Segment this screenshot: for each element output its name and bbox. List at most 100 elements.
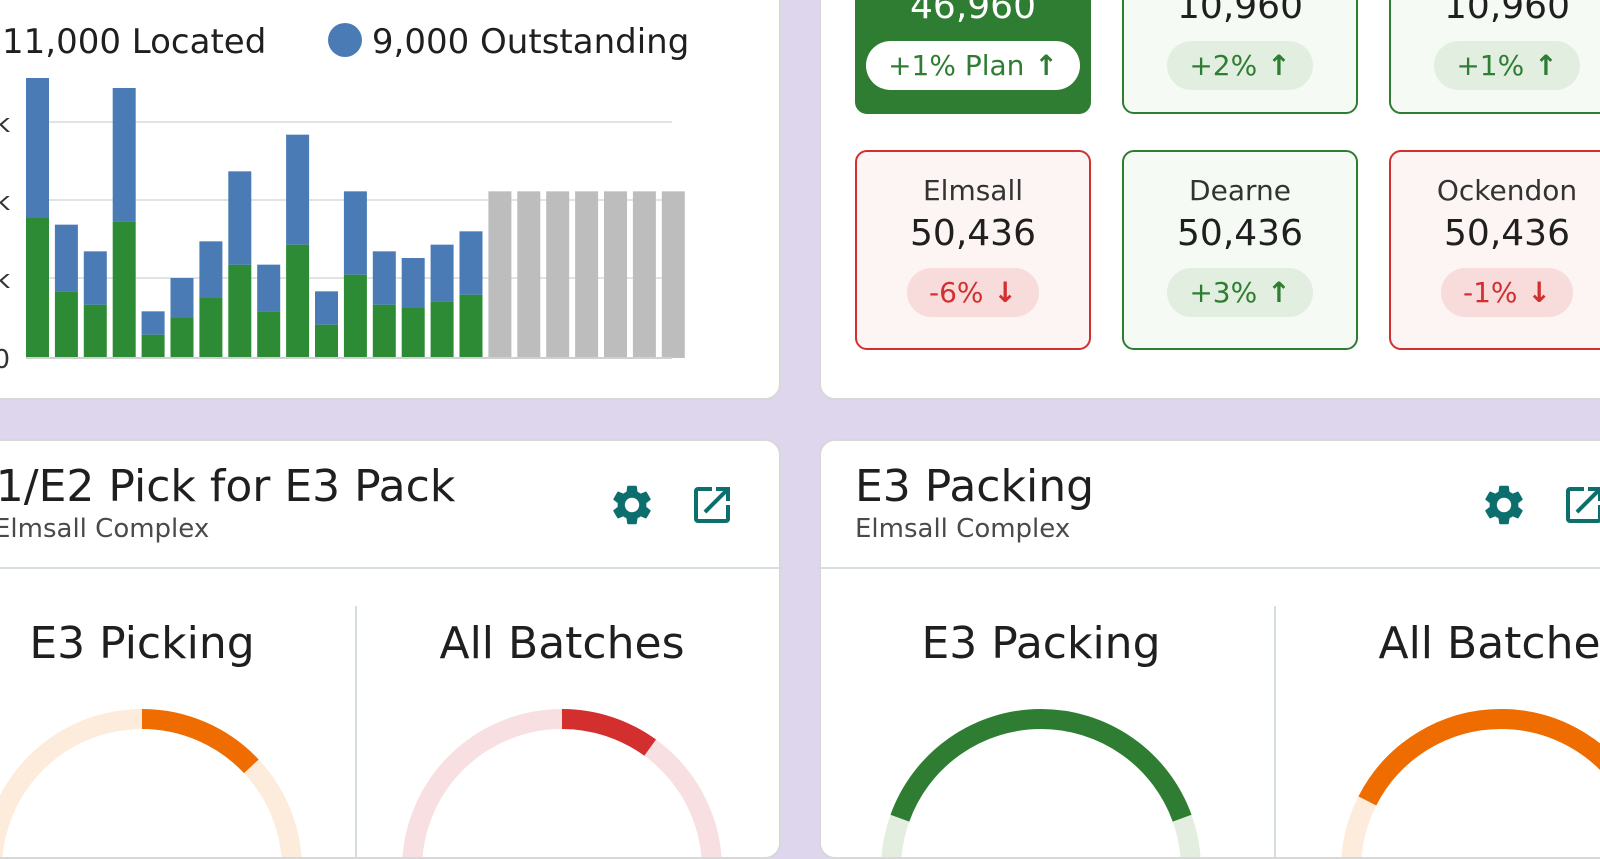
open-in-new-icon[interactable]: [1560, 481, 1600, 529]
kpi-tile-elmsall[interactable]: Elmsall 50,436 -6% ↓: [855, 150, 1091, 350]
kpi-badge: +1% ↑: [1434, 41, 1580, 90]
bar-outstanding[interactable]: [257, 264, 281, 312]
arrow-up-icon: ↑: [1267, 49, 1291, 82]
kpi-badge-text: +1% Plan: [888, 49, 1025, 82]
bar-located[interactable]: [54, 291, 78, 358]
bar-located[interactable]: [26, 218, 49, 358]
kpi-badge: +2% ↑: [1167, 41, 1313, 90]
gauge-title: All Batches: [439, 618, 685, 669]
bar-outstanding[interactable]: [315, 291, 338, 325]
bar-future[interactable]: [661, 191, 685, 358]
bar-located[interactable]: [286, 244, 310, 358]
site-kpi-card: 46,960 +1% Plan ↑ 10,960 +2% ↑ 10,960 +1% ↑…: [819, 0, 1600, 400]
kpi-badge-text: +3%: [1189, 276, 1258, 309]
kpi-value: 50,436: [910, 213, 1036, 254]
bar-outstanding[interactable]: [170, 278, 194, 318]
bar-outstanding[interactable]: [286, 134, 310, 245]
bar-future[interactable]: [546, 191, 570, 358]
kpi-tile-dearne[interactable]: Dearne 50,436 +3% ↑: [1122, 150, 1358, 350]
bar-outstanding[interactable]: [54, 224, 78, 292]
bar-future[interactable]: [604, 191, 627, 358]
bar-outstanding[interactable]: [141, 311, 165, 335]
bar-located[interactable]: [112, 221, 136, 358]
panel-title: E3 Packing: [855, 461, 1095, 512]
bar-outstanding[interactable]: [228, 171, 252, 265]
bar-future[interactable]: [517, 191, 541, 358]
bar-outstanding[interactable]: [83, 251, 107, 305]
gear-icon[interactable]: [608, 481, 656, 529]
arrow-down-icon: ↓: [993, 276, 1017, 309]
panel-subtitle: Elmsall Complex: [0, 514, 210, 544]
stacked-bar-chart: 0 k k k: [0, 78, 685, 375]
kpi-tile-3[interactable]: 10,960 +1% ↑: [1389, 0, 1600, 114]
legend-outstanding[interactable]: 9,000 Outstanding: [371, 22, 690, 62]
bar-located[interactable]: [430, 301, 454, 358]
kpi-badge: +3% ↑: [1167, 268, 1313, 317]
gauge-fill: [561, 709, 657, 756]
bar-outstanding[interactable]: [459, 231, 483, 295]
open-in-new-icon[interactable]: [688, 481, 736, 529]
kpi-tile-2[interactable]: 10,960 +2% ↑: [1122, 0, 1358, 114]
bar-outstanding[interactable]: [199, 241, 223, 298]
bar-outstanding[interactable]: [430, 244, 454, 302]
pack-panel: E3 Packing Elmsall Complex E3 Packing Al…: [819, 439, 1600, 859]
bar-future[interactable]: [575, 191, 599, 358]
bar-future[interactable]: [488, 191, 512, 358]
column-divider: [1274, 606, 1276, 857]
y-tick-label: k: [0, 265, 10, 295]
kpi-value: 50,436: [1444, 213, 1570, 254]
kpi-badge-text: +2%: [1189, 49, 1258, 82]
y-tick-label: 0: [0, 345, 10, 375]
kpi-value: 50,436: [1177, 213, 1303, 254]
kpi-site-name: Elmsall: [922, 174, 1024, 207]
kpi-badge-text: -6%: [929, 276, 984, 309]
header-divider: [0, 567, 779, 569]
arrow-down-icon: ↓: [1527, 276, 1551, 309]
kpi-badge-text: +1%: [1456, 49, 1525, 82]
arrow-up-icon: ↑: [1034, 49, 1058, 82]
gauge-title: E3 Picking: [29, 618, 255, 669]
bar-located[interactable]: [199, 298, 223, 358]
column-divider: [355, 606, 357, 857]
bar-located[interactable]: [372, 304, 396, 358]
kpi-tile-ockendon[interactable]: Ockendon 50,436 -1% ↓: [1389, 150, 1600, 350]
y-tick-label: k: [0, 109, 10, 139]
pick-panel: E1/E2 Pick for E3 Pack Elmsall Complex E…: [0, 439, 781, 859]
bar-located[interactable]: [343, 274, 367, 358]
gauge-all-batches: [402, 709, 722, 857]
legend-dot-outstanding: [327, 23, 362, 57]
kpi-badge: +1% Plan ↑: [866, 41, 1080, 90]
gauge-fill: [1358, 709, 1600, 806]
gauge-e3-packing: [881, 709, 1201, 857]
bar-located[interactable]: [315, 324, 338, 358]
legend-located[interactable]: 11,000 Located: [2, 22, 267, 62]
panel-title: E1/E2 Pick for E3 Pack: [0, 461, 456, 512]
kpi-badge: -1% ↓: [1441, 268, 1573, 317]
bar-located[interactable]: [257, 311, 281, 358]
bar-located[interactable]: [459, 294, 483, 358]
bar-outstanding[interactable]: [343, 191, 367, 275]
bar-future[interactable]: [632, 191, 656, 358]
bar-located[interactable]: [228, 264, 252, 358]
bar-outstanding[interactable]: [26, 78, 49, 218]
gauge-track: [881, 709, 1201, 857]
bar-located[interactable]: [83, 304, 107, 358]
located-chart-card: 11,000 Located 9,000 Outstanding 0 k k k: [0, 0, 781, 400]
arrow-up-icon: ↑: [1534, 49, 1558, 82]
bar-outstanding[interactable]: [112, 88, 136, 222]
gauge-title: E3 Packing: [921, 618, 1161, 669]
gauge-track: [402, 709, 722, 857]
bar-outstanding[interactable]: [372, 251, 396, 305]
bar-outstanding[interactable]: [401, 258, 425, 308]
kpi-site-name: Dearne: [1189, 174, 1291, 207]
bar-located[interactable]: [141, 334, 165, 358]
kpi-badge: -6% ↓: [907, 268, 1039, 317]
kpi-tile-plan[interactable]: 46,960 +1% Plan ↑: [855, 0, 1091, 114]
panel-subtitle: Elmsall Complex: [855, 514, 1071, 544]
kpi-badge-text: -1%: [1463, 276, 1518, 309]
kpi-site-name: Ockendon: [1436, 174, 1578, 207]
bar-located[interactable]: [170, 318, 194, 358]
bar-located[interactable]: [401, 308, 425, 358]
arrow-up-icon: ↑: [1267, 276, 1291, 309]
gear-icon[interactable]: [1480, 481, 1528, 529]
